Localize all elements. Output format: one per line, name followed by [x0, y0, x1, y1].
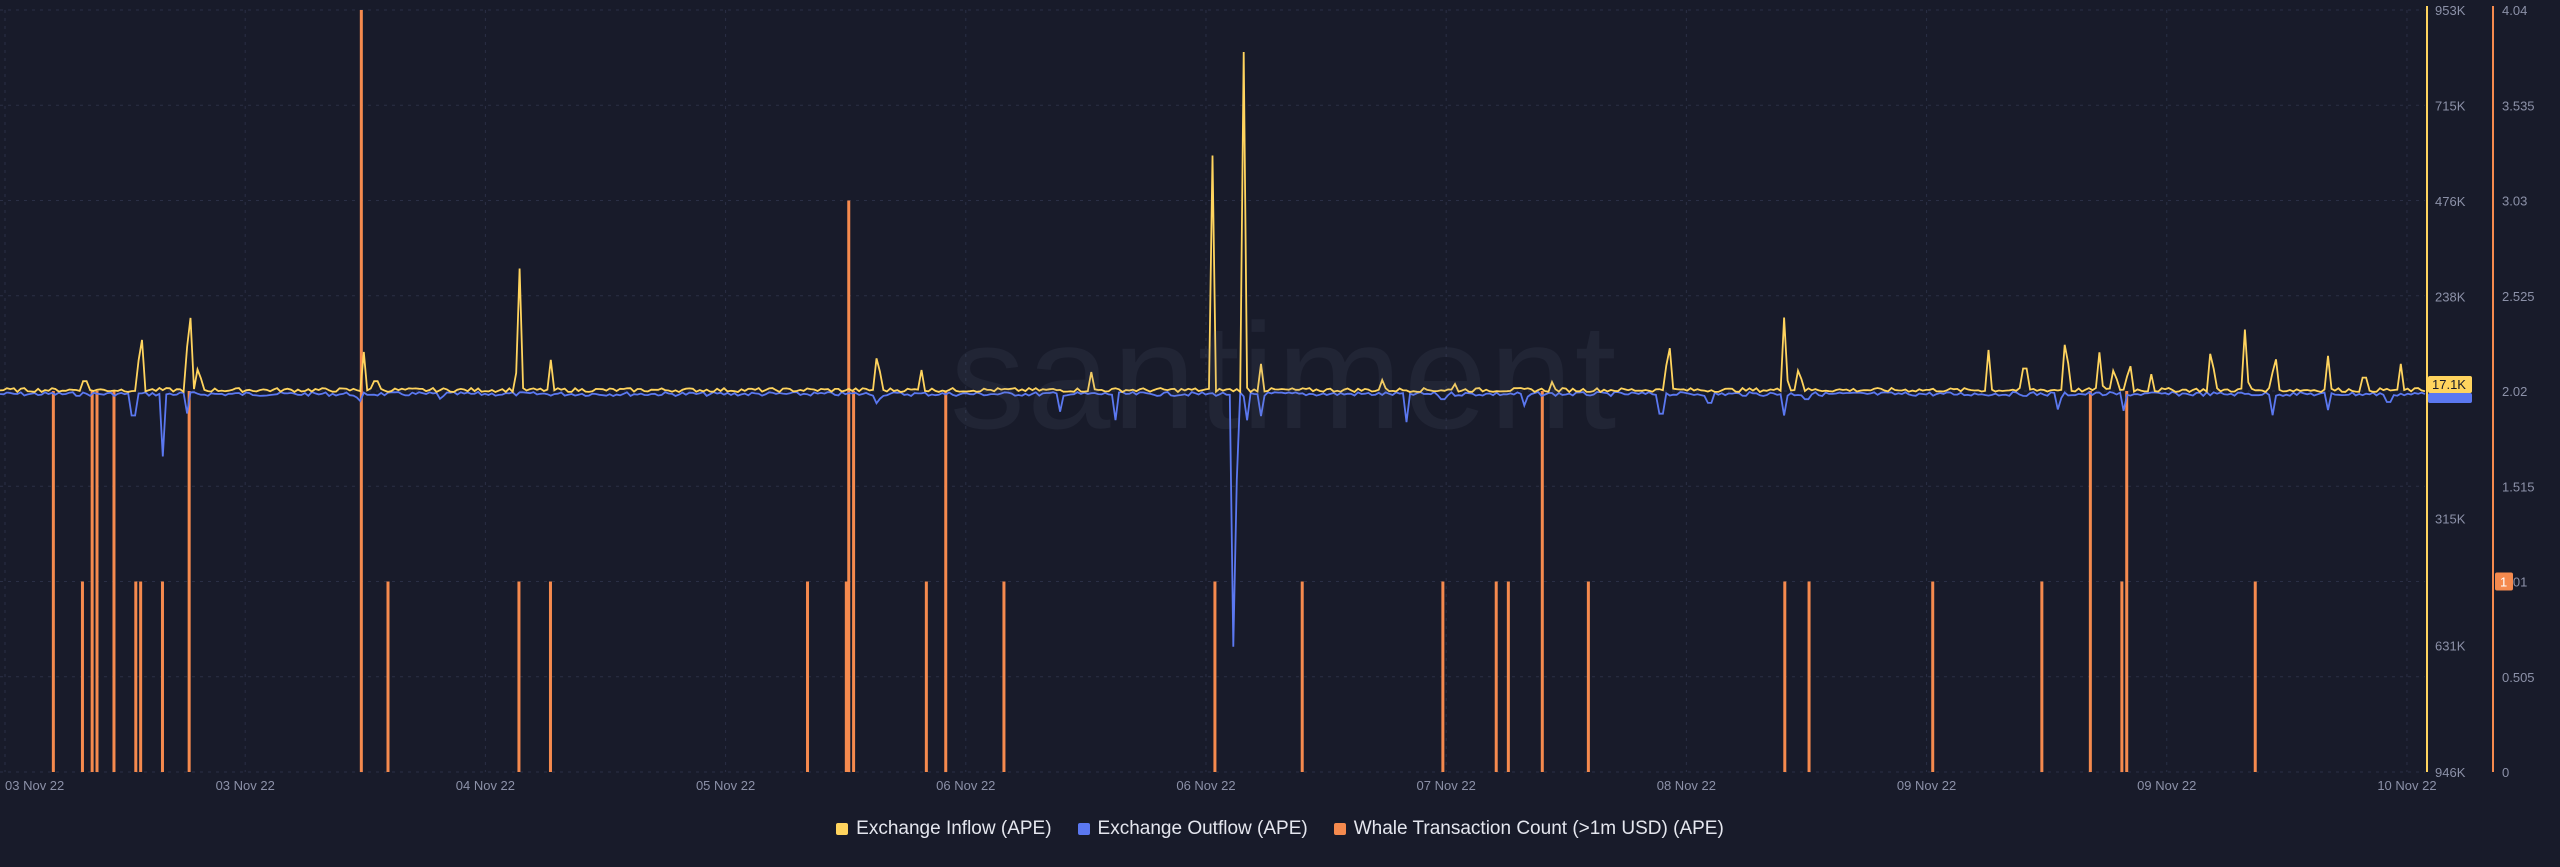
whale-bar	[844, 581, 848, 772]
whale-bar	[1783, 581, 1787, 772]
chart-svg[interactable]: 953K 715K 476K 238K 315K 631K 946K 4.04 3.535 3.0…	[0, 0, 2560, 800]
legend-label-whale: Whale Transaction Count (>1m USD) (APE)	[1353, 818, 1724, 839]
legend-label-outflow: Exchange Outflow (APE)	[1097, 818, 1308, 839]
whale-axis-tick: 1.515	[2502, 479, 2535, 494]
whale-bar	[517, 581, 521, 772]
whale-bar	[2088, 391, 2092, 772]
whale-bar	[944, 391, 948, 772]
outflow-series-line	[0, 390, 2426, 647]
inflow-axis-tick: 946K	[2435, 765, 2466, 780]
inflow-axis-tick: 715K	[2435, 98, 2466, 113]
inflow-axis-tick: 953K	[2435, 3, 2466, 18]
whale-bar	[1540, 391, 1544, 772]
inflow-axis-tick: 476K	[2435, 194, 2466, 209]
whale-bar	[1931, 581, 1935, 772]
whale-bar	[548, 581, 552, 772]
x-axis-tick-label: 06 Nov 22	[936, 778, 995, 793]
x-axis-tick-label: 03 Nov 22	[216, 778, 275, 793]
legend-label-inflow: Exchange Inflow (APE)	[856, 818, 1052, 839]
whale-axis-tick: 0.505	[2502, 670, 2535, 685]
whale-bar	[1807, 581, 1811, 772]
whale-current-badge	[2495, 572, 2513, 591]
watermark: santiment	[950, 292, 1619, 460]
legend: Exchange Inflow (APE) Exchange Outflow (…	[0, 818, 2560, 840]
x-axis-tick-label: 09 Nov 22	[1897, 778, 1956, 793]
inflow-axis-tick: 631K	[2435, 638, 2466, 653]
whale-bar	[51, 391, 55, 772]
x-axis-tick-label: 09 Nov 22	[2137, 778, 2196, 793]
whale-bar	[806, 581, 810, 772]
x-axis-tick-label: 07 Nov 22	[1417, 778, 1476, 793]
whale-bar	[134, 581, 138, 772]
whale-axis-tick: 3.03	[2502, 194, 2527, 209]
whale-current-label: 1	[2500, 575, 2507, 590]
x-axis-tick-label: 06 Nov 22	[1176, 778, 1235, 793]
inflow-series-line	[0, 51, 2426, 394]
whale-axis-tick: 2.02	[2502, 384, 2527, 399]
x-axis-tick-label: 08 Nov 22	[1657, 778, 1716, 793]
whale-axis-tick: 4.04	[2502, 3, 2527, 18]
whale-bar	[160, 581, 164, 772]
whale-bar	[1494, 581, 1498, 772]
whale-bar	[1002, 581, 1006, 772]
inflow-axis-tick: 315K	[2435, 512, 2466, 527]
inflow-swatch	[836, 823, 849, 835]
whale-bar	[847, 200, 851, 772]
whale-axis-tick: 0	[2502, 765, 2509, 780]
whale-axis-tick: 3.535	[2502, 98, 2535, 113]
whale-bar	[852, 391, 856, 772]
whale-bar	[112, 391, 116, 772]
outflow-current-badge	[2428, 393, 2472, 403]
x-axis-tick-label: 05 Nov 22	[696, 778, 755, 793]
whale-bar	[1506, 581, 1510, 772]
whale-bar	[1586, 581, 1590, 772]
legend-item-outflow[interactable]: Exchange Outflow (APE)	[1077, 818, 1308, 840]
inflow-current-badge	[2428, 376, 2472, 393]
whale-bar	[90, 391, 94, 772]
whale-bar	[386, 581, 390, 772]
whale-bar	[80, 581, 84, 772]
x-axis-tick-label: 04 Nov 22	[456, 778, 515, 793]
whale-bar	[2120, 581, 2124, 772]
whale-axis-tick: 2.525	[2502, 289, 2535, 304]
legend-item-inflow[interactable]: Exchange Inflow (APE)	[836, 818, 1052, 840]
whale-bar	[359, 10, 363, 772]
whale-swatch	[1333, 823, 1346, 835]
x-axis-tick-label: 10 Nov 22	[2377, 778, 2436, 793]
inflow-current-label: 17.1K	[2432, 377, 2466, 392]
outflow-swatch	[1077, 823, 1090, 835]
whale-bar	[1213, 581, 1217, 772]
whale-bar	[1300, 581, 1304, 772]
whale-bar	[187, 391, 191, 772]
legend-item-whale[interactable]: Whale Transaction Count (>1m USD) (APE)	[1333, 818, 1724, 840]
whale-bar	[1441, 581, 1445, 772]
inflow-axis-tick: 238K	[2435, 290, 2466, 305]
whale-bar	[139, 581, 143, 772]
x-axis-tick-label: 03 Nov 22	[5, 778, 64, 793]
whale-bar	[2125, 391, 2129, 772]
whale-bar	[924, 581, 928, 772]
whale-bar	[2253, 581, 2257, 772]
whale-bar	[95, 391, 99, 772]
whale-bar	[2040, 581, 2044, 772]
